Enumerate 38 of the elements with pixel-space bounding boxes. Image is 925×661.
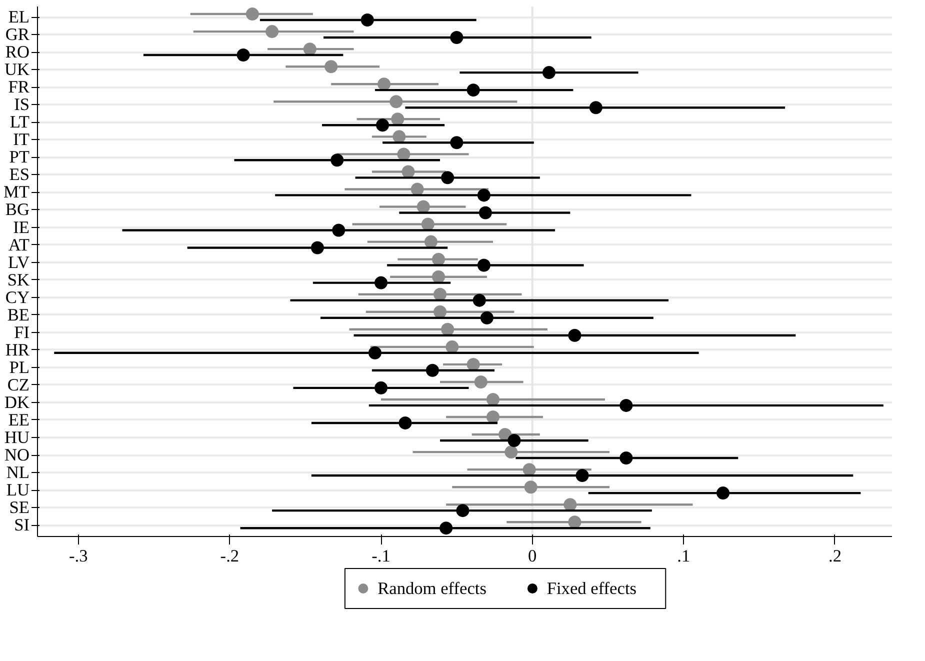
y-tick-label: DK	[4, 392, 30, 412]
x-tick-label: -.2	[220, 546, 240, 566]
y-tick-label: LU	[6, 480, 30, 500]
y-tick-label: CZ	[7, 375, 30, 394]
x-tick-label: 0	[528, 546, 537, 566]
y-tick-label: AT	[8, 235, 30, 254]
y-tick-label: SK	[7, 270, 30, 290]
y-tick-label: NO	[4, 446, 30, 465]
y-tick-label: PL	[9, 358, 30, 377]
y-tick-label: MT	[4, 182, 30, 202]
x-tick-label: .1	[677, 546, 690, 566]
x-tick-label: -.1	[372, 546, 390, 566]
y-tick-label: RO	[5, 42, 30, 62]
y-tick-label: IE	[13, 218, 30, 237]
x-tick-label: .2	[828, 546, 842, 566]
y-tick-label: UK	[4, 60, 30, 80]
y-tick-label: LV	[8, 252, 30, 272]
y-tick-label: LT	[10, 112, 30, 132]
y-tick-label: BE	[7, 305, 30, 324]
y-tick-label: PT	[9, 148, 30, 167]
y-tick-label: FI	[14, 322, 30, 342]
y-tick-label: NL	[6, 463, 30, 482]
legend-label: Fixed effects	[546, 579, 637, 598]
y-tick-label: IT	[13, 130, 30, 150]
y-tick-label: IS	[14, 95, 30, 114]
y-tick-label: SE	[9, 498, 30, 518]
y-tick-label: CY	[5, 288, 30, 307]
y-tick-label: BG	[5, 200, 30, 220]
y-tick-label: FR	[8, 78, 30, 97]
y-tick-label: SI	[14, 516, 30, 535]
y-tick-label: ES	[9, 165, 30, 184]
y-tick-label: HU	[4, 428, 30, 448]
x-tick-label: -.3	[68, 546, 88, 566]
y-tick-label: EL	[8, 8, 30, 27]
legend-label: Random effects	[378, 579, 487, 598]
y-tick-label: GR	[5, 25, 30, 44]
y-tick-label: HR	[5, 340, 30, 360]
y-tick-label: EE	[8, 410, 30, 430]
